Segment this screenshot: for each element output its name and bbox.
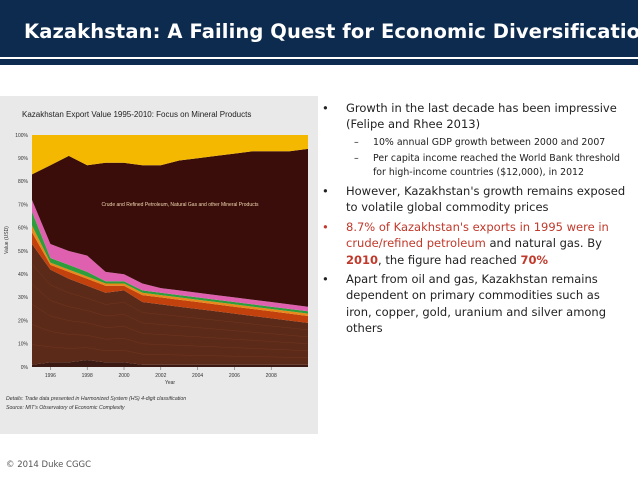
bullet-text: Apart from oil and gas, Kazakhstan remai… [346,272,607,336]
y-tick-label: 100% [15,133,28,139]
sub-bullet-dash: – [354,136,359,148]
x-tick-label: 2002 [155,373,166,379]
bullet-red-text: 8.7% of Kazakhstan's exports in 1995 wer… [346,219,609,234]
x-tick-label: 2000 [118,373,129,379]
x-tick-label: 2004 [192,373,203,379]
bullet-text: Growth in the last decade has been impre… [346,101,617,132]
chart-title: Kazakhstan Export Value 1995-2010: Focus… [22,110,252,119]
area-layer [32,135,308,367]
area-series [32,135,308,175]
bullet-growth: • Growth in the last decade has been imp… [318,100,628,133]
bullet-dot: • [322,101,329,115]
bullet-commodities: • Apart from oil and gas, Kazakhstan rem… [318,271,628,337]
bullet-dot: • [322,184,329,199]
bullet-volatility: • However, Kazakhstan's growth remains e… [318,183,628,216]
texture-line [31,344,309,358]
x-tick-label: 1998 [82,373,93,379]
y-tick-label: 20% [18,318,29,324]
bullet-text: However, Kazakhstan's growth remains exp… [346,184,626,215]
bullet-dot: • [322,272,329,287]
texture-line [31,284,309,338]
chart-svg: 0% 10% 20% 30% 40% 50% 60% 70% 80% 90% 100% 1996 199… [4,133,309,386]
bullet-exports: • 8.7% of Kazakhstan's exports in 1995 w… [318,219,628,268]
footer-copyright: © 2014 Duke CGGC [6,460,92,470]
slide-title: Kazakhstan: A Failing Quest for Economic… [24,20,638,43]
bullet-petroleum: crude/refined petroleum [346,236,486,251]
x-tick-label: 1996 [45,373,56,379]
sub-bullet-gdp: – 10% annual GDP growth between 2000 and… [318,136,628,149]
y-axis-label: Value (USD) [4,226,10,254]
x-tick-label: 2008 [266,373,277,379]
chart-annotation: Crude and Refined Petroleum, Natural Gas… [101,202,259,208]
bullet-list: • Growth in the last decade has been imp… [318,100,628,340]
y-tick-label: 40% [18,272,29,278]
area-series [32,225,308,316]
bullet-year: 2010 [346,252,379,267]
sub-bullet-text: Per capita income reached the World Bank… [373,153,620,178]
sub-bullet-income: – Per capita income reached the World Ba… [318,152,628,179]
bullet-percent: 70% [520,252,548,267]
y-tick-label: 10% [18,342,29,348]
y-tick-label: 60% [18,226,29,232]
chart-note-source: Source: MIT's Observatory of Economic Co… [6,405,125,411]
chart-note-details: Details: Trade data presented in Harmoni… [6,396,187,402]
texture-layer [31,263,309,358]
y-tick-label: 50% [18,249,29,255]
title-bar: Kazakhstan: A Failing Quest for Economic… [0,0,638,65]
x-axis-label: Year [165,380,175,386]
sub-bullet-text: 10% annual GDP growth between 2000 and 2… [373,136,606,148]
y-tick-label: 90% [18,156,29,162]
y-tick-label: 80% [18,179,29,185]
y-tick-label: 70% [18,202,29,208]
texture-line [31,304,309,345]
area-series [32,232,308,323]
bullet-text: and natural gas. By [485,236,602,251]
area-series [32,200,308,312]
bullet-dot: • [322,219,329,234]
texture-line [31,324,309,352]
texture-line [31,263,309,331]
x-tick-label: 2006 [229,373,240,379]
area-series [32,360,308,367]
bullet-text: , the figure had reached [378,252,521,267]
area-series [32,148,308,307]
y-tick-label: 0% [21,365,29,371]
title-rule [0,57,638,59]
area-series [32,244,308,365]
sub-bullet-dash: – [354,153,359,165]
y-tick-label: 30% [18,295,29,301]
